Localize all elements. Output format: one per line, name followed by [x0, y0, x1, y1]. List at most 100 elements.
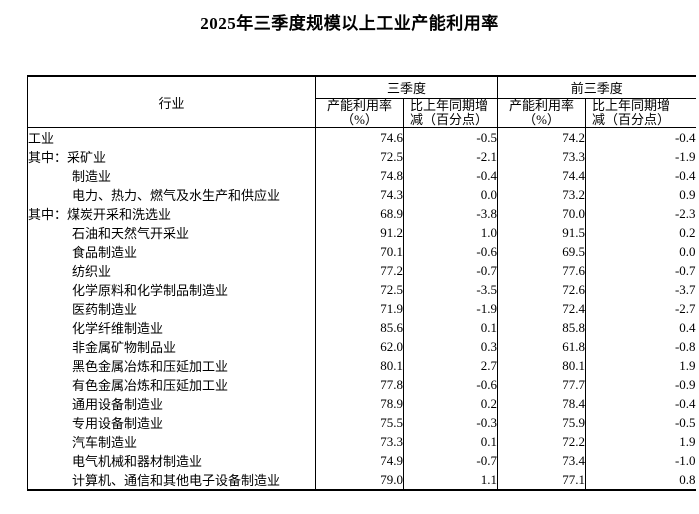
- ytd-utilization-cell: 61.8: [497, 337, 587, 356]
- ytd-utilization-cell: 74.2: [497, 127, 587, 147]
- industry-cell: 非金属矿物制品业: [27, 337, 316, 356]
- q3-change-cell: 2.7: [403, 356, 499, 375]
- q3-utilization-cell: 71.9: [315, 299, 404, 318]
- page-title: 2025年三季度规模以上工业产能利用率: [200, 14, 499, 33]
- table-row: 食品制造业 70.1 -0.6 69.5 0.0: [27, 242, 696, 261]
- q3-change-cell: -0.7: [403, 451, 499, 470]
- q3-change-cell: 0.2: [403, 394, 499, 413]
- q3-utilization-cell: 74.6: [315, 127, 404, 147]
- q3-change-cell: -0.6: [403, 375, 499, 394]
- industry-cell: 汽车制造业: [27, 432, 316, 451]
- q3-utilization-cell: 74.9: [315, 451, 404, 470]
- table-row: 计算机、通信和其他电子设备制造业 79.0 1.1 77.1 0.8: [27, 470, 696, 490]
- table-row: 化学原料和化学制品制造业 72.5 -3.5 72.6 -3.7: [27, 280, 696, 299]
- ytd-change-cell: -0.4: [674, 395, 696, 411]
- q3-utilization-cell: 72.5: [315, 147, 404, 166]
- ytd-change-cell: -0.5: [674, 414, 696, 430]
- header-line: 减（百分点）: [592, 112, 671, 127]
- industry-cell: 石油和天然气开采业: [27, 223, 316, 242]
- table-row: 制造业 74.8 -0.4 74.4 -0.4: [27, 166, 696, 185]
- table-row: 化学纤维制造业 85.6 0.1 85.8 0.4: [27, 318, 696, 337]
- table-row: 电气机械和器材制造业 74.9 -0.7 73.4 -1.0: [27, 451, 696, 470]
- q3-change-cell: -3.5: [403, 280, 499, 299]
- table-row: 黑色金属冶炼和压延加工业 80.1 2.7 80.1 1.9: [27, 356, 696, 375]
- q3-change-cell: 0.0: [403, 185, 499, 204]
- col-header-q3-change: 比上年同期增 减（百分点）: [403, 98, 499, 128]
- table-row: 其中：煤炭开采和洗选业 68.9 -3.8 70.0 -2.3: [27, 204, 696, 223]
- header-line: 减（百分点）: [410, 112, 489, 127]
- ytd-change-cell: -0.8: [674, 338, 696, 354]
- col-group-first-three-quarters: 前三季度: [497, 76, 696, 99]
- col-header-ytd-change: 比上年同期增 减（百分点）: [585, 98, 696, 128]
- ytd-change-cell: 0.8: [679, 471, 696, 487]
- header-line: （%）: [523, 112, 560, 127]
- ytd-utilization-cell: 77.7: [497, 375, 587, 394]
- q3-change-cell: -0.7: [403, 261, 499, 280]
- table-row: 石油和天然气开采业 91.2 1.0 91.5 0.2: [27, 223, 696, 242]
- ytd-utilization-cell: 91.5: [497, 223, 587, 242]
- col-group-q3: 三季度: [315, 76, 499, 99]
- q3-utilization-cell: 91.2: [315, 223, 404, 242]
- q3-utilization-cell: 72.5: [315, 280, 404, 299]
- ytd-change-cell: 0.9: [679, 186, 696, 202]
- q3-change-cell: -3.8: [403, 204, 499, 223]
- q3-change-cell: 0.1: [403, 318, 499, 337]
- q3-change-cell: -0.3: [403, 413, 499, 432]
- table-header: 行业 三季度 前三季度 产能利用率 （%） 比上年同期增 减（百分点） 产能利用…: [27, 76, 696, 128]
- q3-utilization-cell: 78.9: [315, 394, 404, 413]
- ytd-utilization-cell: 72.2: [497, 432, 587, 451]
- industry-cell: 工业: [27, 127, 316, 147]
- q3-change-cell: 0.3: [403, 337, 499, 356]
- q3-utilization-cell: 85.6: [315, 318, 404, 337]
- header-group-row: 行业 三季度 前三季度: [27, 76, 696, 128]
- ytd-utilization-cell: 80.1: [497, 356, 587, 375]
- capacity-utilization-table: 行业 三季度 前三季度 产能利用率 （%） 比上年同期增 减（百分点） 产能利用…: [27, 75, 696, 491]
- col-header-q3-utilization: 产能利用率 （%）: [315, 98, 404, 128]
- ytd-change-cell: 1.9: [679, 433, 696, 449]
- q3-change-cell: -1.9: [403, 299, 499, 318]
- table-row: 非金属矿物制品业 62.0 0.3 61.8 -0.8: [27, 337, 696, 356]
- ytd-utilization-cell: 73.3: [497, 147, 587, 166]
- industry-cell: 化学原料和化学制品制造业: [27, 280, 316, 299]
- q3-utilization-cell: 62.0: [315, 337, 404, 356]
- col-header-ytd-utilization: 产能利用率 （%）: [497, 98, 587, 128]
- ytd-utilization-cell: 70.0: [497, 204, 587, 223]
- table-body: 工业 74.6 -0.5 74.2 -0.4 其中：采矿业 72.5 -2.1 73.3 -1.9…: [27, 127, 696, 490]
- q3-utilization-cell: 70.1: [315, 242, 404, 261]
- q3-utilization-cell: 74.8: [315, 166, 404, 185]
- ytd-change-cell: -1.9: [674, 148, 696, 164]
- ytd-utilization-cell: 72.4: [497, 299, 587, 318]
- industry-cell: 医药制造业: [27, 299, 316, 318]
- ytd-utilization-cell: 69.5: [497, 242, 587, 261]
- q3-change-cell: 1.0: [403, 223, 499, 242]
- ytd-utilization-cell: 85.8: [497, 318, 587, 337]
- table-row: 专用设备制造业 75.5 -0.3 75.9 -0.5: [27, 413, 696, 432]
- ytd-utilization-cell: 75.9: [497, 413, 587, 432]
- ytd-utilization-cell: 73.2: [497, 185, 587, 204]
- industry-cell: 化学纤维制造业: [27, 318, 316, 337]
- ytd-change-cell: -2.7: [674, 300, 696, 316]
- q3-utilization-cell: 68.9: [315, 204, 404, 223]
- table-row: 电力、热力、燃气及水生产和供应业 74.3 0.0 73.2 0.9: [27, 185, 696, 204]
- q3-utilization-cell: 80.1: [315, 356, 404, 375]
- ytd-change-cell: 0.0: [679, 243, 696, 259]
- ytd-change-cell: -0.7: [674, 262, 696, 278]
- ytd-utilization-cell: 78.4: [497, 394, 587, 413]
- q3-utilization-cell: 79.0: [315, 470, 404, 490]
- header-line: 比上年同期增: [592, 98, 671, 113]
- ytd-change-cell: -3.7: [674, 281, 696, 297]
- q3-utilization-cell: 75.5: [315, 413, 404, 432]
- industry-cell: 有色金属冶炼和压延加工业: [27, 375, 316, 394]
- table-row: 工业 74.6 -0.5 74.2 -0.4: [27, 127, 696, 147]
- industry-cell: 黑色金属冶炼和压延加工业: [27, 356, 316, 375]
- industry-cell: 通用设备制造业: [27, 394, 316, 413]
- ytd-change-cell: 1.9: [679, 357, 696, 373]
- ytd-change-cell: 0.4: [679, 319, 696, 335]
- header-line: 比上年同期增: [410, 98, 489, 113]
- header-line: 产能利用率: [326, 98, 392, 113]
- industry-cell: 电力、热力、燃气及水生产和供应业: [27, 185, 316, 204]
- ytd-change-cell: -0.4: [674, 167, 696, 183]
- table-row: 医药制造业 71.9 -1.9 72.4 -2.7: [27, 299, 696, 318]
- industry-cell: 其中：煤炭开采和洗选业: [27, 204, 316, 223]
